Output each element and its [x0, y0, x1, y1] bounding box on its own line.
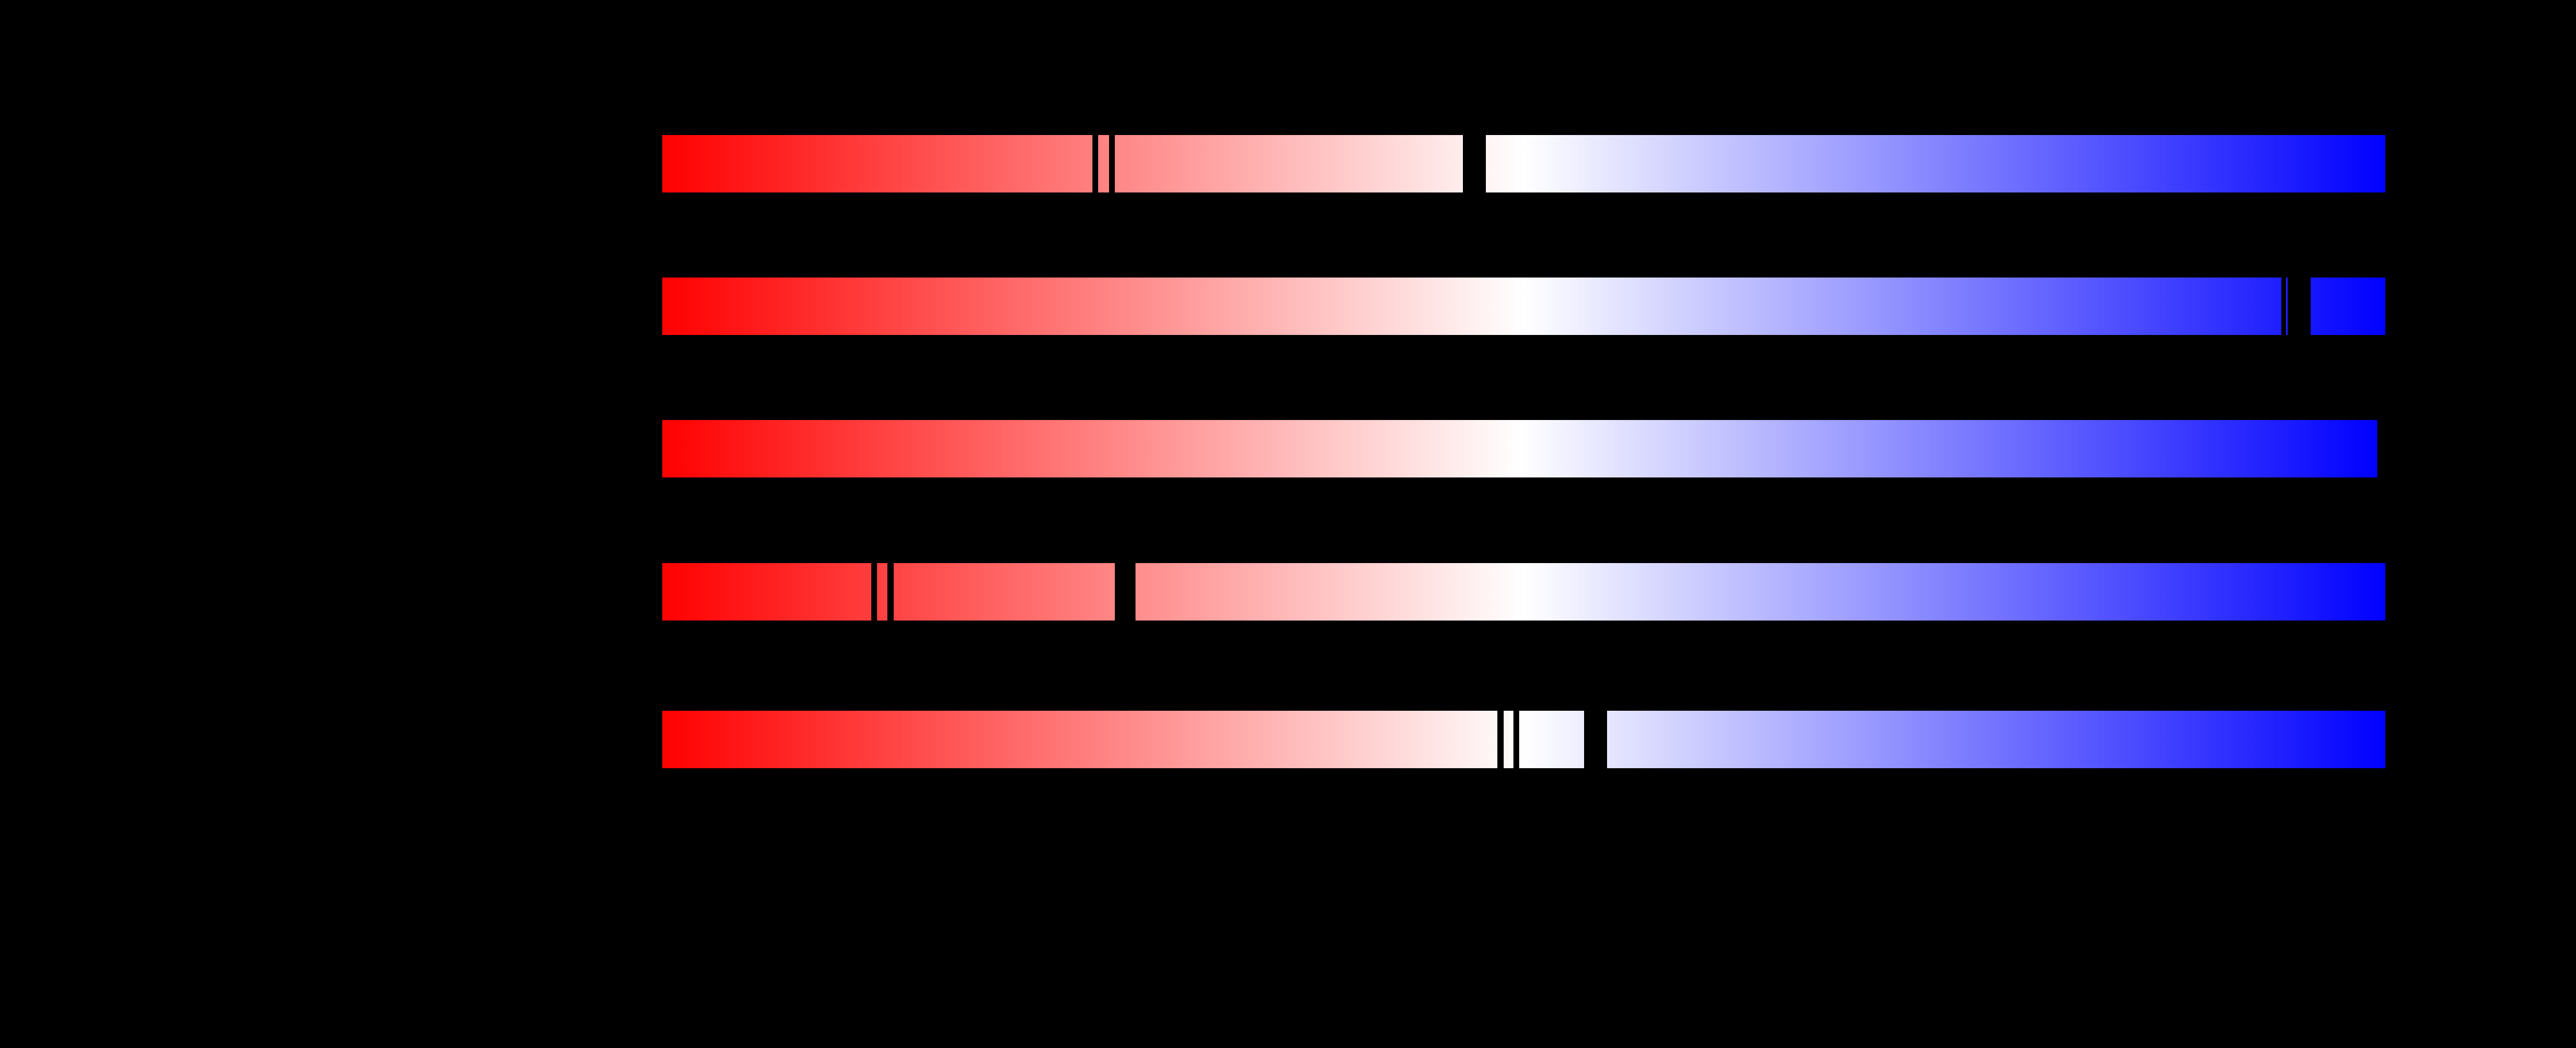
thin-marker-line — [871, 563, 877, 621]
thin-marker-line — [2281, 278, 2286, 335]
gradient-bar-row-4 — [662, 563, 2385, 621]
thin-marker-line — [887, 563, 894, 621]
thin-marker-line — [1092, 135, 1098, 192]
thin-marker-line — [1513, 711, 1519, 768]
thin-marker-line — [1109, 135, 1115, 192]
gradient-bar-row-2 — [662, 278, 2385, 335]
wide-gap-marker — [1463, 135, 1486, 192]
thin-marker-line — [1497, 711, 1504, 768]
gradient-bar-row-3 — [662, 420, 2377, 477]
gradient-bar-row-5 — [662, 711, 2385, 768]
gradient-bar-row-1 — [662, 135, 2385, 192]
wide-gap-marker — [1584, 711, 1607, 768]
wide-gap-marker — [1115, 563, 1136, 621]
wide-gap-marker — [2288, 278, 2311, 335]
